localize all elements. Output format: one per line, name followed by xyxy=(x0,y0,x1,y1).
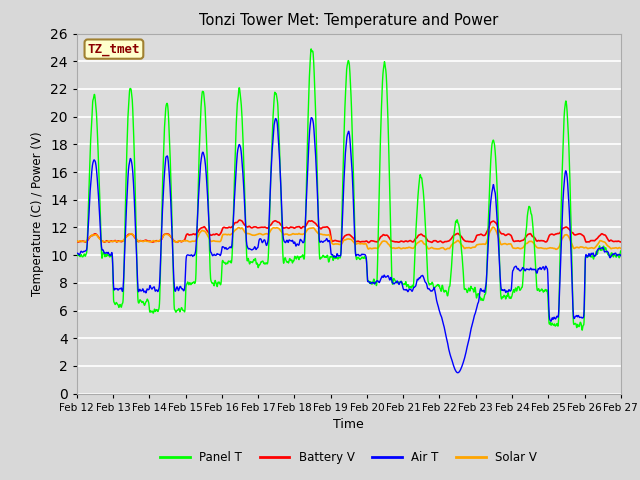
Battery V xyxy=(617,239,625,245)
Solar V xyxy=(442,247,449,252)
Line: Solar V: Solar V xyxy=(77,227,621,250)
Solar V xyxy=(617,246,625,252)
Solar V xyxy=(570,244,577,250)
Air T xyxy=(570,309,577,315)
Text: TZ_tmet: TZ_tmet xyxy=(88,43,140,56)
Title: Tonzi Tower Met: Temperature and Power: Tonzi Tower Met: Temperature and Power xyxy=(199,13,499,28)
Solar V xyxy=(225,231,232,237)
X-axis label: Time: Time xyxy=(333,418,364,431)
Air T xyxy=(454,370,461,375)
Air T xyxy=(376,277,384,283)
Battery V xyxy=(377,234,385,240)
Panel T xyxy=(579,327,586,333)
Y-axis label: Temperature (C) / Power (V): Temperature (C) / Power (V) xyxy=(31,132,44,296)
Solar V xyxy=(73,238,81,244)
Line: Air T: Air T xyxy=(77,118,621,372)
Panel T xyxy=(617,248,625,254)
Solar V xyxy=(508,241,515,247)
Air T xyxy=(308,115,316,120)
Panel T xyxy=(584,253,592,259)
Solar V xyxy=(584,246,592,252)
Battery V xyxy=(365,240,372,245)
Air T xyxy=(365,279,372,285)
Air T xyxy=(508,287,515,292)
Panel T xyxy=(225,258,232,264)
Battery V xyxy=(570,230,577,236)
Battery V xyxy=(584,239,592,245)
Battery V xyxy=(225,225,232,230)
Line: Battery V: Battery V xyxy=(77,220,621,242)
Air T xyxy=(225,246,232,252)
Panel T xyxy=(569,307,577,313)
Panel T xyxy=(73,252,81,258)
Line: Panel T: Panel T xyxy=(77,49,621,330)
Solar V xyxy=(376,241,384,247)
Panel T xyxy=(507,296,515,301)
Legend: Panel T, Battery V, Air T, Solar V: Panel T, Battery V, Air T, Solar V xyxy=(156,446,542,469)
Panel T xyxy=(307,46,315,52)
Battery V xyxy=(236,217,243,223)
Air T xyxy=(73,250,81,256)
Panel T xyxy=(365,278,372,284)
Battery V xyxy=(508,233,515,239)
Battery V xyxy=(73,238,81,244)
Panel T xyxy=(376,138,384,144)
Air T xyxy=(584,252,592,258)
Solar V xyxy=(365,246,372,252)
Battery V xyxy=(365,240,372,245)
Air T xyxy=(617,253,625,259)
Solar V xyxy=(489,224,497,230)
